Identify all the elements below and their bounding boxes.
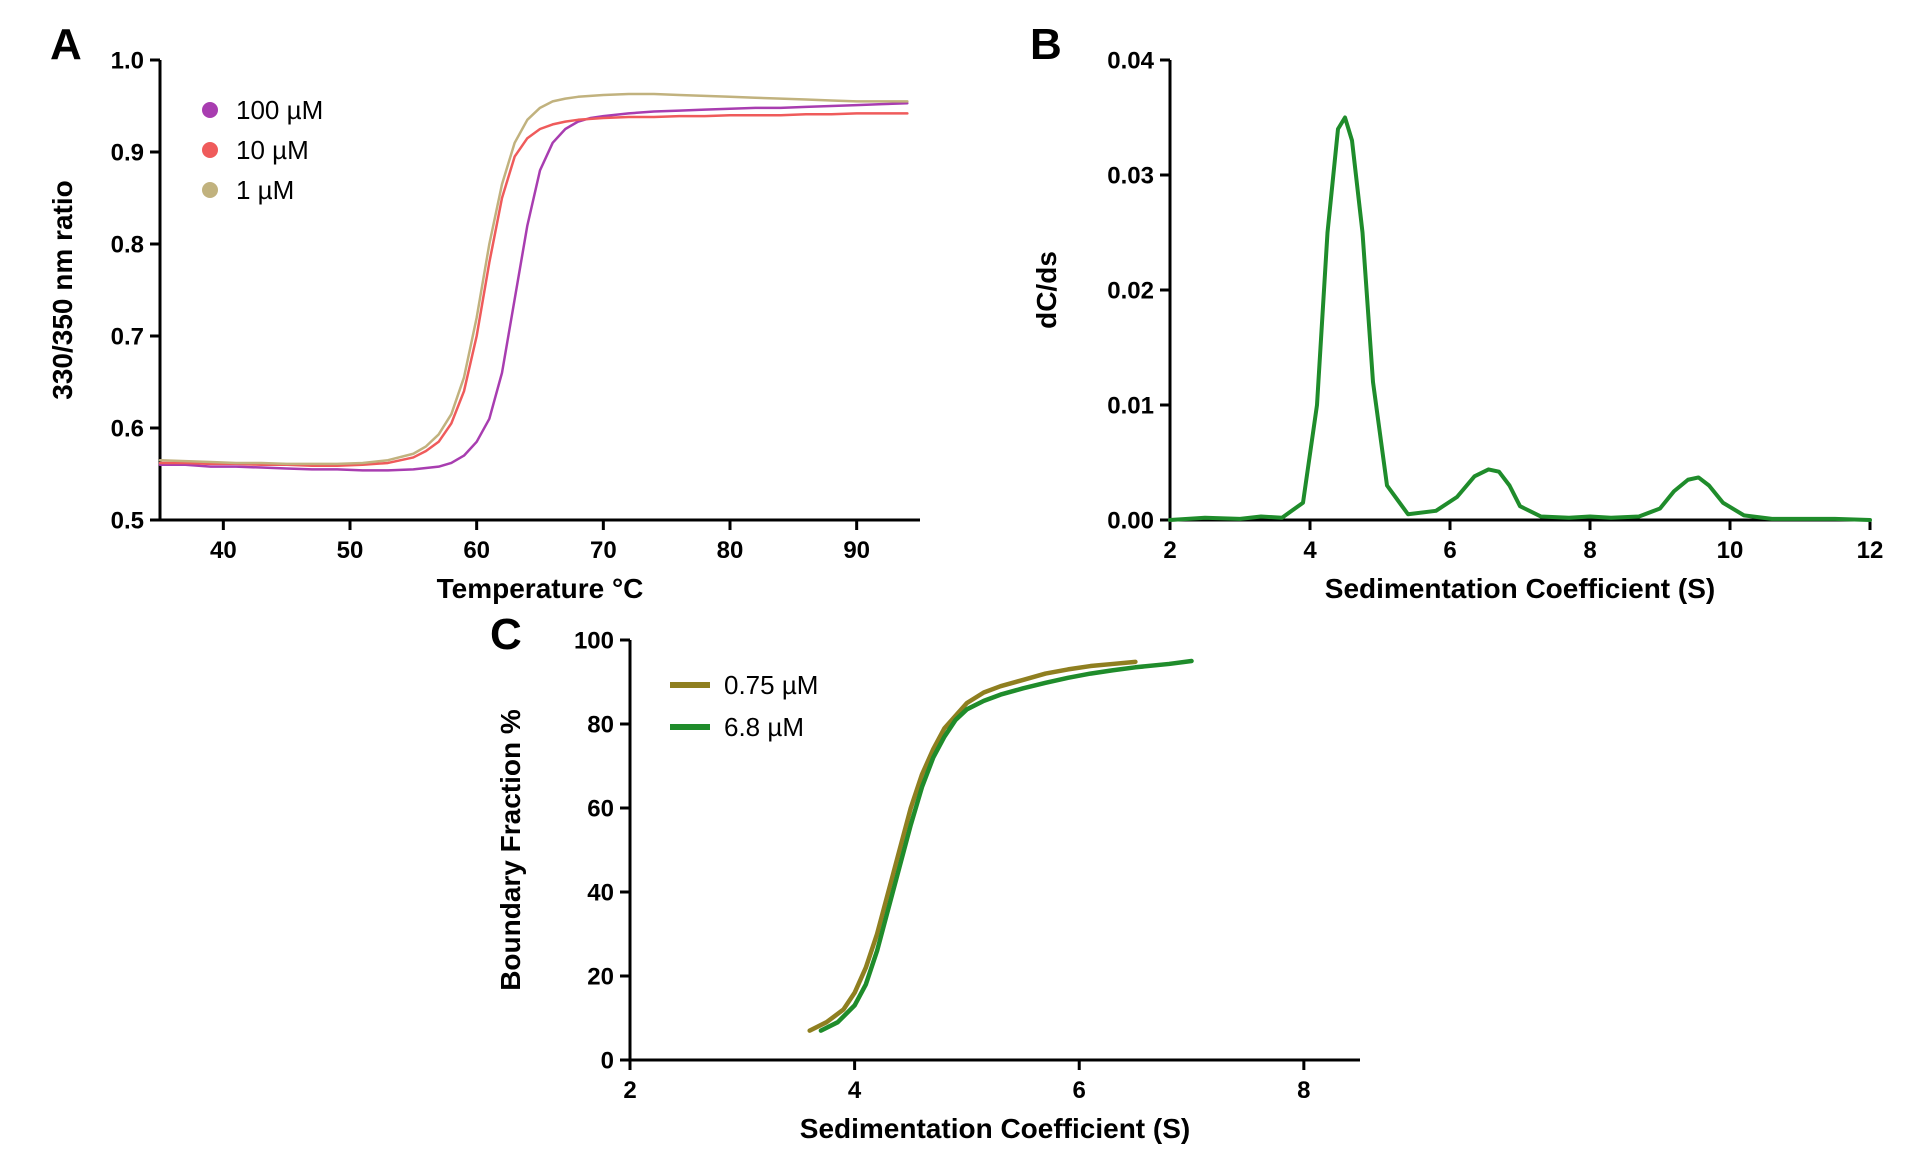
panel-b-label: B (1030, 20, 1062, 70)
svg-text:1 µM: 1 µM (236, 175, 294, 205)
svg-text:0.9: 0.9 (111, 139, 144, 166)
svg-text:40: 40 (587, 879, 614, 906)
svg-text:8: 8 (1583, 537, 1596, 564)
figure-container: A 4050607080900.50.60.70.80.91.0Temperat… (20, 20, 1900, 1150)
svg-text:80: 80 (587, 711, 614, 738)
svg-text:90: 90 (843, 537, 870, 564)
svg-text:60: 60 (587, 795, 614, 822)
panel-b: B 2 4 6 8 10 12 0.00 0.01 0.02 0.03 0.04 Sedimentat… (1020, 20, 1890, 610)
svg-text:Sedimentation Coefficient (S): Sedimentation Coefficient (S) (1325, 573, 1715, 604)
panel-c-label: C (490, 610, 522, 660)
svg-text:Temperature °C: Temperature °C (437, 573, 644, 604)
svg-text:0.7: 0.7 (111, 323, 144, 350)
svg-text:0.02: 0.02 (1107, 277, 1154, 304)
svg-text:12: 12 (1857, 537, 1884, 564)
svg-text:2: 2 (1163, 537, 1176, 564)
svg-text:80: 80 (717, 537, 744, 564)
svg-text:50: 50 (337, 537, 364, 564)
svg-text:4: 4 (848, 1077, 862, 1104)
svg-text:10: 10 (1717, 537, 1744, 564)
panel-c-chart: 2468020406080100Sedimentation Coefficien… (480, 610, 1380, 1150)
svg-text:0.00: 0.00 (1107, 507, 1154, 534)
svg-text:6.8 µM: 6.8 µM (724, 712, 804, 742)
panel-a: A 40 50 60 70 80 90 0.5 0.6 0.7 0.8 0.9 1.0 Temperat… (40, 20, 940, 610)
svg-text:4: 4 (1303, 537, 1317, 564)
svg-text:6: 6 (1443, 537, 1456, 564)
svg-text:1.0: 1.0 (111, 47, 144, 74)
svg-text:6: 6 (1073, 1077, 1086, 1104)
svg-text:0.03: 0.03 (1107, 162, 1154, 189)
svg-text:20: 20 (587, 963, 614, 990)
panel-c: C 2468020406080100Sedimentation Coeffici… (480, 610, 1380, 1150)
panel-b-chart: 2 4 6 8 10 12 0.00 0.01 0.02 0.03 0.04 Sedimentatio… (1020, 20, 1890, 610)
svg-text:0.75 µM: 0.75 µM (724, 670, 818, 700)
svg-text:10 µM: 10 µM (236, 135, 309, 165)
svg-text:100: 100 (574, 627, 614, 654)
svg-text:70: 70 (590, 537, 617, 564)
svg-text:0.04: 0.04 (1107, 47, 1154, 74)
svg-text:0: 0 (601, 1047, 614, 1074)
svg-text:Sedimentation Coefficient (S): Sedimentation Coefficient (S) (800, 1113, 1190, 1144)
svg-text:0.5: 0.5 (111, 507, 144, 534)
svg-text:0.6: 0.6 (111, 415, 144, 442)
svg-text:0.8: 0.8 (111, 231, 144, 258)
panel-a-label: A (50, 20, 82, 70)
svg-text:Boundary Fraction %: Boundary Fraction % (495, 709, 526, 991)
svg-text:330/350 nm ratio: 330/350 nm ratio (47, 180, 78, 399)
svg-text:0.01: 0.01 (1107, 392, 1154, 419)
svg-text:60: 60 (463, 537, 490, 564)
svg-text:2: 2 (623, 1077, 636, 1104)
svg-text:8: 8 (1297, 1077, 1310, 1104)
svg-text:40: 40 (210, 537, 237, 564)
svg-text:dC/ds: dC/ds (1031, 251, 1062, 329)
svg-text:100 µM: 100 µM (236, 95, 323, 125)
panel-a-chart: 40 50 60 70 80 90 0.5 0.6 0.7 0.8 0.9 1.0 Temperatur… (40, 20, 940, 610)
